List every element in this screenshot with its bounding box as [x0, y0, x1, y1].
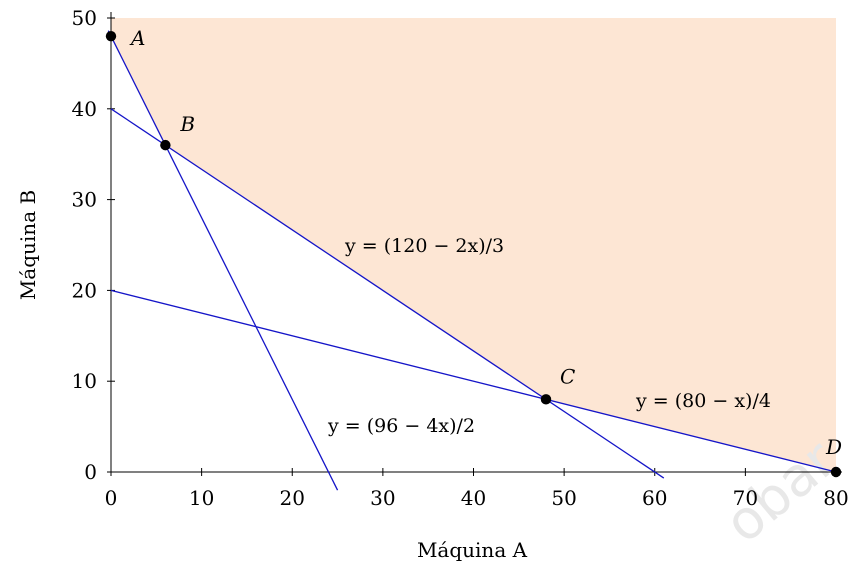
point-a — [105, 30, 117, 42]
points-layer: A B C D — [105, 26, 842, 478]
equation-label: y = (80 − x)/4 — [635, 390, 771, 412]
x-axis-title: Máquina A — [417, 538, 528, 562]
y-tick-label: 40 — [72, 97, 97, 121]
y-tick-label: 30 — [72, 188, 97, 212]
x-tick-label: 70 — [733, 486, 758, 510]
feasible-region — [111, 18, 836, 472]
x-tick-label: 40 — [461, 486, 486, 510]
constraint-lines-layer — [107, 30, 837, 491]
point-label: A — [129, 26, 145, 50]
point-label: B — [179, 112, 195, 136]
constraint-line — [107, 30, 339, 491]
feasible-region-layer — [111, 18, 836, 472]
equation-label: y = (120 − 2x)/3 — [344, 235, 504, 257]
point-label: C — [560, 364, 575, 388]
equation-labels-layer: y = (120 − 2x)/3 y = (96 − 4x)/2 y = (80… — [327, 235, 771, 437]
x-tick-label: 80 — [823, 486, 848, 510]
y-axis-title: Máquina B — [16, 190, 40, 300]
x-tick-label: 50 — [551, 486, 576, 510]
x-tick-label: 60 — [642, 486, 667, 510]
axes-layer: 0 10 20 30 40 50 60 70 80 0 10 20 30 40 50 — [72, 6, 849, 510]
x-tick-label: 30 — [370, 486, 395, 510]
point-c — [540, 394, 552, 405]
x-tick-label: 10 — [189, 486, 214, 510]
y-tick-label: 20 — [72, 278, 97, 302]
constraint-line — [110, 108, 665, 479]
y-tick-label: 0 — [84, 460, 97, 484]
point-label: D — [825, 435, 842, 459]
constraint-line — [110, 289, 837, 473]
y-tick-label: 10 — [72, 369, 97, 393]
x-tick-label: 20 — [280, 486, 305, 510]
equation-label: y = (96 − 4x)/2 — [327, 415, 475, 437]
x-tick-label: 0 — [105, 486, 118, 510]
point-b — [160, 139, 171, 151]
point-d — [830, 466, 842, 478]
y-tick-label: 50 — [72, 6, 97, 30]
